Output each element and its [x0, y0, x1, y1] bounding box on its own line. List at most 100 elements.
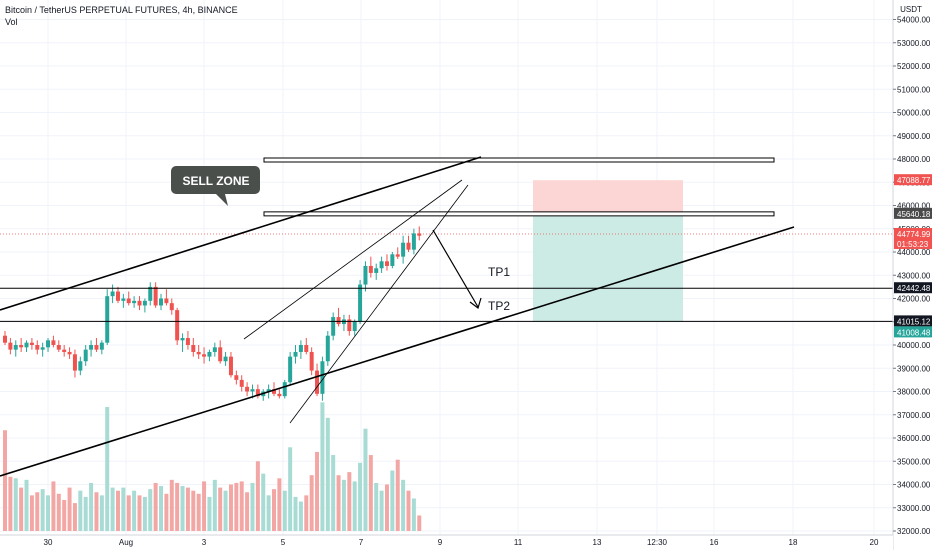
candle-body	[126, 298, 131, 304]
volume-bar	[191, 490, 196, 531]
volume-bar	[293, 496, 298, 531]
candle-body	[62, 349, 67, 352]
annotation-labels: SELL ZONE TP1 TP2	[171, 166, 510, 313]
candle-body	[148, 286, 153, 301]
volume-bar	[24, 479, 29, 531]
time-axis[interactable]: 30 Aug 3 5 7 9 11 13 12:30 16 18 20	[0, 534, 893, 550]
price-badge	[894, 315, 932, 327]
volume-bar	[105, 407, 110, 531]
candle-body	[282, 382, 287, 397]
candle-body	[159, 298, 164, 306]
volume-bar	[62, 500, 67, 531]
price-tick-label: 35000.00	[897, 457, 931, 466]
price-axis[interactable]: USDT 32000.00 33000.00 34000.00 35000.00 3600…	[892, 0, 932, 550]
sell-zone-label: SELL ZONE	[182, 174, 249, 188]
candle-body	[277, 393, 282, 397]
candle-body	[175, 310, 180, 341]
volume-bars	[3, 402, 422, 531]
price-badge	[894, 326, 932, 338]
candle-body	[137, 300, 142, 306]
candle-body	[358, 284, 363, 322]
price-tick-label: 43000.00	[897, 271, 931, 280]
candle-body	[115, 291, 120, 301]
time-tick-label: 12:30	[647, 538, 668, 547]
candle-body	[223, 356, 228, 362]
volume-bar	[347, 472, 352, 531]
projection-arrow-head	[469, 297, 482, 309]
candle-body	[401, 242, 406, 257]
candle-body	[202, 354, 207, 357]
volume-bar	[245, 492, 250, 531]
candle-body	[272, 389, 276, 394]
candle-body	[384, 261, 389, 266]
candle-body	[110, 291, 115, 297]
time-tick-label: 11	[514, 538, 523, 547]
price-tick-label: 50000.00	[897, 109, 931, 118]
volume-bar	[288, 447, 293, 531]
candle-body	[8, 342, 13, 350]
candle-body	[309, 351, 314, 371]
volume-bar	[331, 455, 336, 531]
volume-bar	[341, 479, 346, 531]
candle-body	[347, 319, 352, 332]
volume-bar	[261, 473, 266, 531]
volume-bar	[99, 495, 104, 531]
candle-body	[72, 354, 77, 371]
volume-bar	[266, 495, 271, 531]
candle-body	[78, 361, 83, 371]
candle-body	[24, 342, 29, 348]
candle-body	[379, 261, 384, 269]
volume-bar	[132, 490, 137, 531]
volume-bar	[282, 490, 287, 531]
candle-body	[411, 233, 416, 250]
drawings[interactable]	[0, 156, 893, 477]
candle-body	[83, 349, 88, 362]
price-badge-text: 44774.99	[897, 230, 931, 239]
volume-bar	[180, 486, 185, 531]
volume-bar	[175, 482, 180, 531]
candle-body	[336, 317, 341, 325]
candle-body	[320, 361, 325, 394]
candle-body	[169, 303, 174, 311]
volume-bar	[164, 493, 169, 531]
candle-body	[164, 298, 169, 304]
candle-body	[315, 370, 320, 394]
price-badge	[894, 237, 932, 249]
time-tick-label: 3	[202, 538, 207, 547]
volume-bar	[379, 490, 384, 531]
price-tick-label: 36000.00	[897, 434, 931, 443]
candle-body	[417, 233, 422, 236]
volume-bar	[358, 462, 363, 531]
price-badge-text: 42442.48	[897, 284, 931, 293]
candle-body	[293, 351, 298, 357]
resistance-band-top	[263, 157, 775, 163]
candle-body	[19, 345, 24, 348]
channel-lower-line	[0, 226, 795, 477]
symbol-title[interactable]: Bitcoin / TetherUS PERPETUAL FUTURES, 4h…	[5, 5, 238, 15]
candle-body	[99, 342, 104, 350]
price-tick-label: 34000.00	[897, 481, 931, 490]
time-tick-label: Aug	[119, 538, 133, 547]
volume-bar	[13, 478, 18, 531]
tp2-label: TP2	[488, 299, 510, 313]
volume-bar	[51, 481, 56, 531]
price-tick-label: 37000.00	[897, 411, 931, 420]
price-badge-text: 47088.77	[897, 176, 931, 185]
price-tick-label: 44000.00	[897, 248, 931, 257]
tp1-label: TP1	[488, 265, 510, 279]
candle-body	[40, 347, 45, 350]
candle-body	[390, 254, 395, 266]
price-tick-label: 32000.00	[897, 527, 931, 536]
volume-bar	[395, 459, 400, 531]
time-axis-bg	[0, 535, 893, 550]
volume-bar	[115, 490, 120, 531]
volume-bar	[228, 484, 233, 531]
volume-bar	[83, 496, 88, 531]
price-tick-label: 54000.00	[897, 16, 931, 25]
volume-bar	[121, 487, 126, 531]
volume-bar	[234, 482, 239, 531]
volume-bar	[185, 487, 190, 531]
volume-bar	[406, 490, 411, 531]
